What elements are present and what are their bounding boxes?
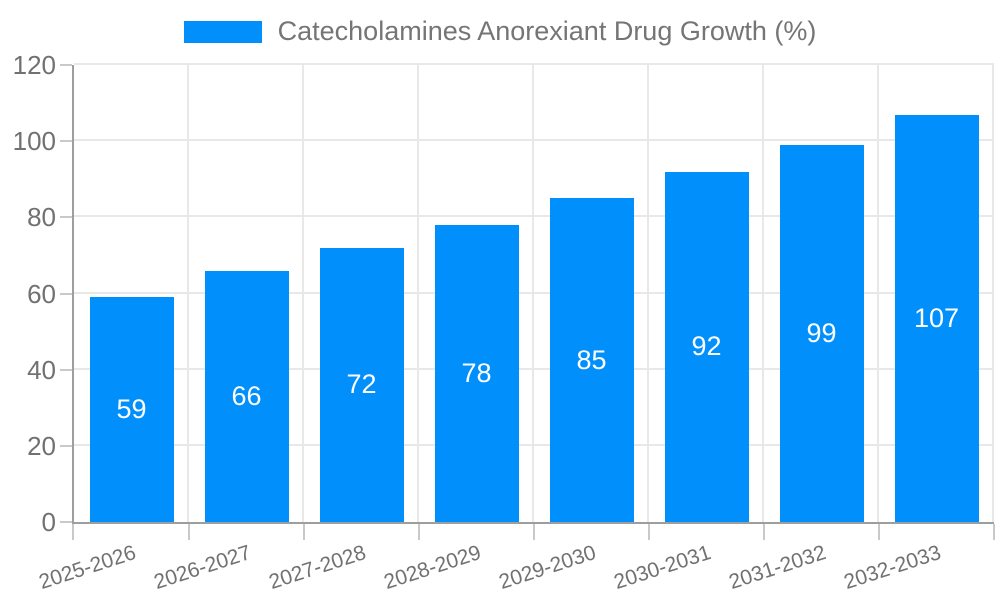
bar: 59 xyxy=(89,297,174,522)
x-axis-tick xyxy=(648,524,650,540)
x-axis-tick xyxy=(763,524,765,540)
bar: 92 xyxy=(664,171,749,522)
y-gridline xyxy=(74,443,994,446)
bar-value-label: 59 xyxy=(116,394,147,425)
bar: 107 xyxy=(894,114,979,522)
y-axis-tick xyxy=(60,521,72,523)
y-axis-tick xyxy=(60,64,72,66)
x-axis-tick xyxy=(993,524,995,540)
x-gridline xyxy=(992,65,994,522)
y-axis-tick-label: 120 xyxy=(12,50,56,80)
y-gridline xyxy=(74,139,994,142)
bar-value-label: 85 xyxy=(576,344,607,375)
y-axis-tick xyxy=(60,140,72,143)
bar-value-label: 99 xyxy=(806,317,837,348)
x-gridline xyxy=(302,65,304,522)
bar-value-label: 78 xyxy=(461,357,492,388)
x-axis-tick xyxy=(533,524,535,540)
y-axis-tick-label: 40 xyxy=(27,354,56,385)
x-gridline xyxy=(187,65,189,522)
x-axis-tick xyxy=(72,524,74,540)
x-gridline xyxy=(417,65,419,522)
legend-label: Catecholamines Anorexiant Drug Growth (%… xyxy=(277,16,817,46)
plot-area: 59 66 72 78 85 92 99 107 xyxy=(72,63,994,524)
x-gridline xyxy=(762,65,764,522)
bar: 72 xyxy=(319,247,404,522)
y-axis-tick-label: 100 xyxy=(12,126,56,157)
y-axis-tick-label: 80 xyxy=(27,202,56,233)
x-gridline xyxy=(532,65,534,522)
y-axis-tick-label: 60 xyxy=(27,278,56,309)
y-gridline xyxy=(74,367,994,370)
y-gridline xyxy=(74,215,994,218)
y-axis-tick xyxy=(60,292,72,295)
y-axis-tick-label: 0 xyxy=(41,507,56,537)
y-axis-tick-label: 20 xyxy=(27,430,56,461)
legend-swatch xyxy=(183,20,262,43)
y-axis-tick xyxy=(60,444,72,447)
x-axis-tick xyxy=(418,524,420,540)
y-gridline xyxy=(74,291,994,294)
bar-value-label: 107 xyxy=(913,302,960,333)
bar-value-label: 72 xyxy=(346,369,377,400)
bar-value-label: 66 xyxy=(231,380,262,411)
x-gridline xyxy=(877,65,879,522)
y-axis-tick xyxy=(60,368,72,371)
x-axis-tick xyxy=(303,524,305,540)
x-axis-tick xyxy=(188,524,190,540)
legend[interactable]: Catecholamines Anorexiant Drug Growth (%… xyxy=(0,16,1000,47)
x-gridline xyxy=(647,65,649,522)
x-axis-tick xyxy=(878,524,880,540)
bar: 66 xyxy=(204,270,289,522)
bar: 78 xyxy=(434,224,519,522)
bar: 99 xyxy=(779,144,864,522)
bar-value-label: 92 xyxy=(691,331,722,362)
bar: 85 xyxy=(549,198,634,522)
y-gridline xyxy=(74,63,994,65)
y-axis-tick xyxy=(60,216,72,219)
